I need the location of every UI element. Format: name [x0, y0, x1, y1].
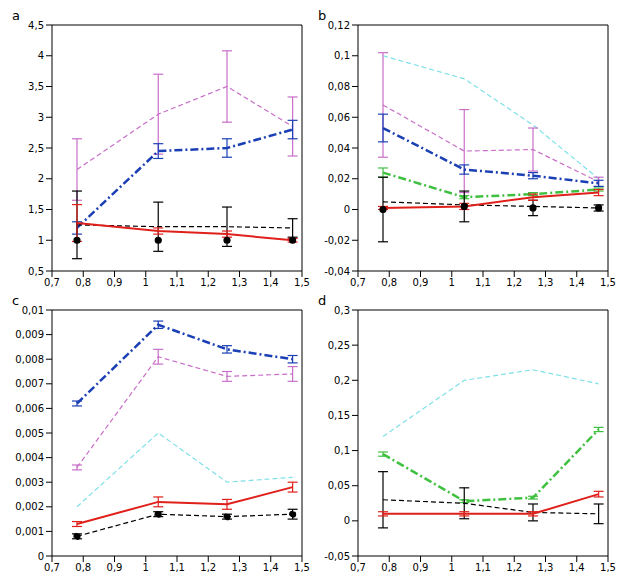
svg-text:0,9: 0,9	[107, 562, 123, 573]
svg-text:0: 0	[38, 551, 44, 562]
html-text:a: a	[12, 8, 20, 23]
svg-text:0,25: 0,25	[328, 340, 350, 351]
svg-text:0,9: 0,9	[107, 277, 123, 288]
svg-text:2: 2	[38, 173, 44, 184]
svg-text:1,5: 1,5	[600, 277, 616, 288]
svg-text:0: 0	[344, 515, 350, 526]
html-text:c: c	[12, 293, 20, 308]
svg-text:0,002: 0,002	[15, 501, 44, 512]
svg-text:1,5: 1,5	[28, 204, 44, 215]
svg-text:1: 1	[449, 277, 455, 288]
svg-text:1,3: 1,3	[538, 277, 554, 288]
svg-text:1,4: 1,4	[263, 562, 279, 573]
svg-text:0,5: 0,5	[28, 266, 44, 277]
svg-text:1,4: 1,4	[569, 562, 585, 573]
svg-text:0,003: 0,003	[15, 477, 44, 488]
svg-text:-0,02: -0,02	[324, 235, 350, 246]
svg-text:1,5: 1,5	[294, 277, 310, 288]
svg-text:0,01: 0,01	[22, 305, 44, 316]
svg-text:0,2: 0,2	[334, 375, 350, 386]
svg-text:1,1: 1,1	[169, 562, 185, 573]
svg-text:4,5: 4,5	[28, 20, 44, 31]
svg-text:0: 0	[344, 204, 350, 215]
svg-text:3,5: 3,5	[28, 81, 44, 92]
svg-text:1: 1	[143, 277, 149, 288]
svg-text:1,5: 1,5	[600, 562, 616, 573]
svg-text:-0,05: -0,05	[324, 551, 350, 562]
svg-text:1,5: 1,5	[294, 562, 310, 573]
svg-text:1: 1	[449, 562, 455, 573]
html-text:b: b	[318, 8, 327, 23]
svg-text:1,2: 1,2	[506, 277, 522, 288]
svg-text:1,1: 1,1	[169, 277, 185, 288]
svg-text:0,9: 0,9	[413, 277, 429, 288]
svg-text:0,008: 0,008	[15, 354, 44, 365]
svg-text:1,1: 1,1	[475, 277, 491, 288]
svg-text:0,8: 0,8	[381, 562, 397, 573]
svg-text:0,3: 0,3	[334, 305, 350, 316]
svg-text:-0,04: -0,04	[324, 266, 350, 277]
svg-text:0,12: 0,12	[328, 20, 350, 31]
svg-text:0,004: 0,004	[15, 452, 44, 463]
svg-text:4: 4	[38, 50, 44, 61]
svg-text:0,8: 0,8	[75, 277, 91, 288]
svg-text:0,04: 0,04	[328, 143, 350, 154]
svg-text:0,7: 0,7	[44, 277, 60, 288]
svg-text:0,9: 0,9	[413, 562, 429, 573]
svg-text:0,08: 0,08	[328, 81, 350, 92]
svg-text:0,05: 0,05	[328, 480, 350, 491]
svg-text:0,7: 0,7	[44, 562, 60, 573]
svg-text:0,8: 0,8	[381, 277, 397, 288]
svg-text:0,15: 0,15	[328, 410, 350, 421]
svg-text:0,02: 0,02	[328, 173, 350, 184]
svg-text:0,006: 0,006	[15, 403, 44, 414]
svg-text:0,1: 0,1	[334, 445, 350, 456]
svg-text:3: 3	[38, 112, 44, 123]
svg-text:0,005: 0,005	[15, 428, 44, 439]
html-text:d: d	[318, 293, 327, 308]
svg-text:1,4: 1,4	[263, 277, 279, 288]
svg-text:0,06: 0,06	[328, 112, 350, 123]
svg-text:1,3: 1,3	[232, 277, 248, 288]
svg-text:0,8: 0,8	[75, 562, 91, 573]
svg-text:2,5: 2,5	[28, 143, 44, 154]
svg-text:1,2: 1,2	[200, 277, 216, 288]
svg-text:1: 1	[143, 562, 149, 573]
svg-text:0,007: 0,007	[15, 378, 44, 389]
svg-text:1: 1	[38, 235, 44, 246]
svg-text:0,001: 0,001	[15, 526, 44, 537]
svg-text:1,3: 1,3	[232, 562, 248, 573]
svg-text:1,1: 1,1	[475, 562, 491, 573]
svg-text:0,1: 0,1	[334, 50, 350, 61]
svg-text:0,7: 0,7	[350, 562, 366, 573]
svg-text:1,4: 1,4	[569, 277, 585, 288]
svg-text:1,2: 1,2	[200, 562, 216, 573]
svg-text:1,2: 1,2	[506, 562, 522, 573]
svg-text:1,3: 1,3	[538, 562, 554, 573]
svg-text:0,009: 0,009	[15, 329, 44, 340]
svg-text:0,7: 0,7	[350, 277, 366, 288]
